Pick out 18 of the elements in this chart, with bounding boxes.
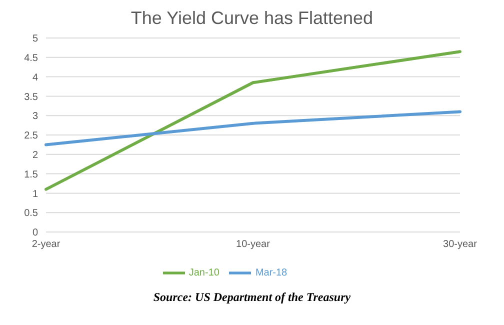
y-tick-label: 3.5 bbox=[24, 92, 38, 103]
y-tick-label: 2 bbox=[32, 150, 38, 161]
chart-title: The Yield Curve has Flattened bbox=[130, 8, 374, 30]
y-tick-label: 0.5 bbox=[24, 208, 38, 220]
x-tick-label: 10-year bbox=[236, 239, 271, 250]
y-tick-label: 3 bbox=[32, 111, 38, 122]
y-tick-label: 2.5 bbox=[24, 130, 38, 142]
x-tick-label: 30-year bbox=[443, 239, 478, 250]
y-tick-label: 1 bbox=[32, 188, 38, 200]
y-tick-label: 4.5 bbox=[24, 52, 38, 64]
source-note: Source: US Department of the Treasury bbox=[152, 290, 352, 305]
y-tick-label: 4 bbox=[32, 72, 38, 84]
y-tick-label: 1.5 bbox=[24, 169, 38, 180]
legend-label: Mar-18 bbox=[255, 268, 288, 279]
legend-label: Jan-10 bbox=[188, 268, 220, 279]
y-tick-label: 5 bbox=[32, 34, 38, 45]
x-tick-label: 2-year bbox=[32, 239, 61, 250]
y-tick-label: 0 bbox=[32, 228, 38, 239]
